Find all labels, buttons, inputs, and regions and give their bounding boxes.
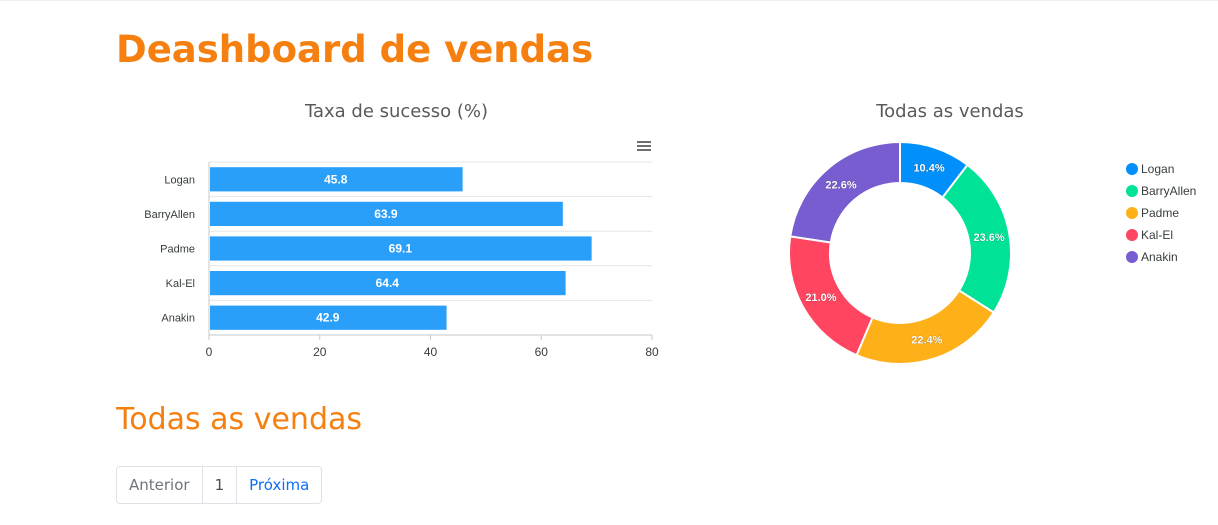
y-category-label: Logan bbox=[164, 174, 195, 186]
slice-data-label: 23.6% bbox=[974, 232, 1005, 244]
slice-data-label: 10.4% bbox=[913, 162, 944, 174]
bar-chart-title: Taxa de sucesso (%) bbox=[304, 101, 489, 122]
section-title: Todas as vendas bbox=[116, 402, 363, 437]
donut-slice bbox=[789, 140, 901, 244]
legend-marker bbox=[1126, 229, 1138, 241]
y-category-label: Anakin bbox=[161, 313, 195, 325]
legend-label: Anakin bbox=[1141, 250, 1178, 264]
bar-data-label: 64.4 bbox=[376, 276, 400, 290]
previous-page-button[interactable]: Anterior bbox=[129, 476, 190, 494]
bar-data-label: 45.8 bbox=[324, 172, 348, 186]
y-category-label: Kal-El bbox=[166, 278, 195, 290]
pagination: Anterior 1 Próxima bbox=[116, 466, 323, 504]
bar bbox=[210, 201, 563, 227]
bar bbox=[210, 167, 463, 192]
top-border bbox=[0, 0, 1218, 1]
bar bbox=[210, 236, 592, 261]
bar-data-label: 69.1 bbox=[389, 242, 413, 256]
donut-chart-title: Todas as vendas bbox=[876, 101, 1024, 122]
x-tick-label: 60 bbox=[535, 345, 549, 359]
y-category-label: Padme bbox=[160, 244, 195, 256]
current-page-button[interactable]: 1 bbox=[201, 467, 237, 503]
x-tick-label: 20 bbox=[313, 345, 327, 359]
y-category-label: BarryAllen bbox=[144, 209, 195, 221]
x-tick-label: 40 bbox=[424, 345, 438, 359]
legend-label: Kal-El bbox=[1141, 228, 1173, 242]
hamburger-menu-icon[interactable] bbox=[635, 140, 653, 153]
slice-data-label: 22.4% bbox=[911, 334, 942, 346]
slice-data-label: 22.6% bbox=[825, 179, 856, 191]
page-title: Deashboard de vendas bbox=[116, 28, 594, 71]
x-tick-label: 0 bbox=[206, 345, 213, 359]
legend-label: BarryAllen bbox=[1141, 184, 1196, 198]
donut-slice bbox=[855, 289, 996, 365]
legend-marker bbox=[1126, 251, 1138, 263]
legend-marker bbox=[1126, 163, 1138, 175]
bar-data-label: 42.9 bbox=[316, 311, 340, 325]
bar bbox=[210, 270, 566, 296]
x-tick-label: 80 bbox=[645, 345, 659, 359]
next-page-button[interactable]: Próxima bbox=[236, 467, 321, 503]
bar bbox=[210, 305, 447, 330]
legend-label: Padme bbox=[1141, 206, 1179, 220]
bar-data-label: 63.9 bbox=[374, 207, 398, 221]
slice-data-label: 21.0% bbox=[805, 292, 836, 304]
legend-marker bbox=[1126, 185, 1138, 197]
legend-label: Logan bbox=[1141, 162, 1174, 176]
legend-marker bbox=[1126, 207, 1138, 219]
